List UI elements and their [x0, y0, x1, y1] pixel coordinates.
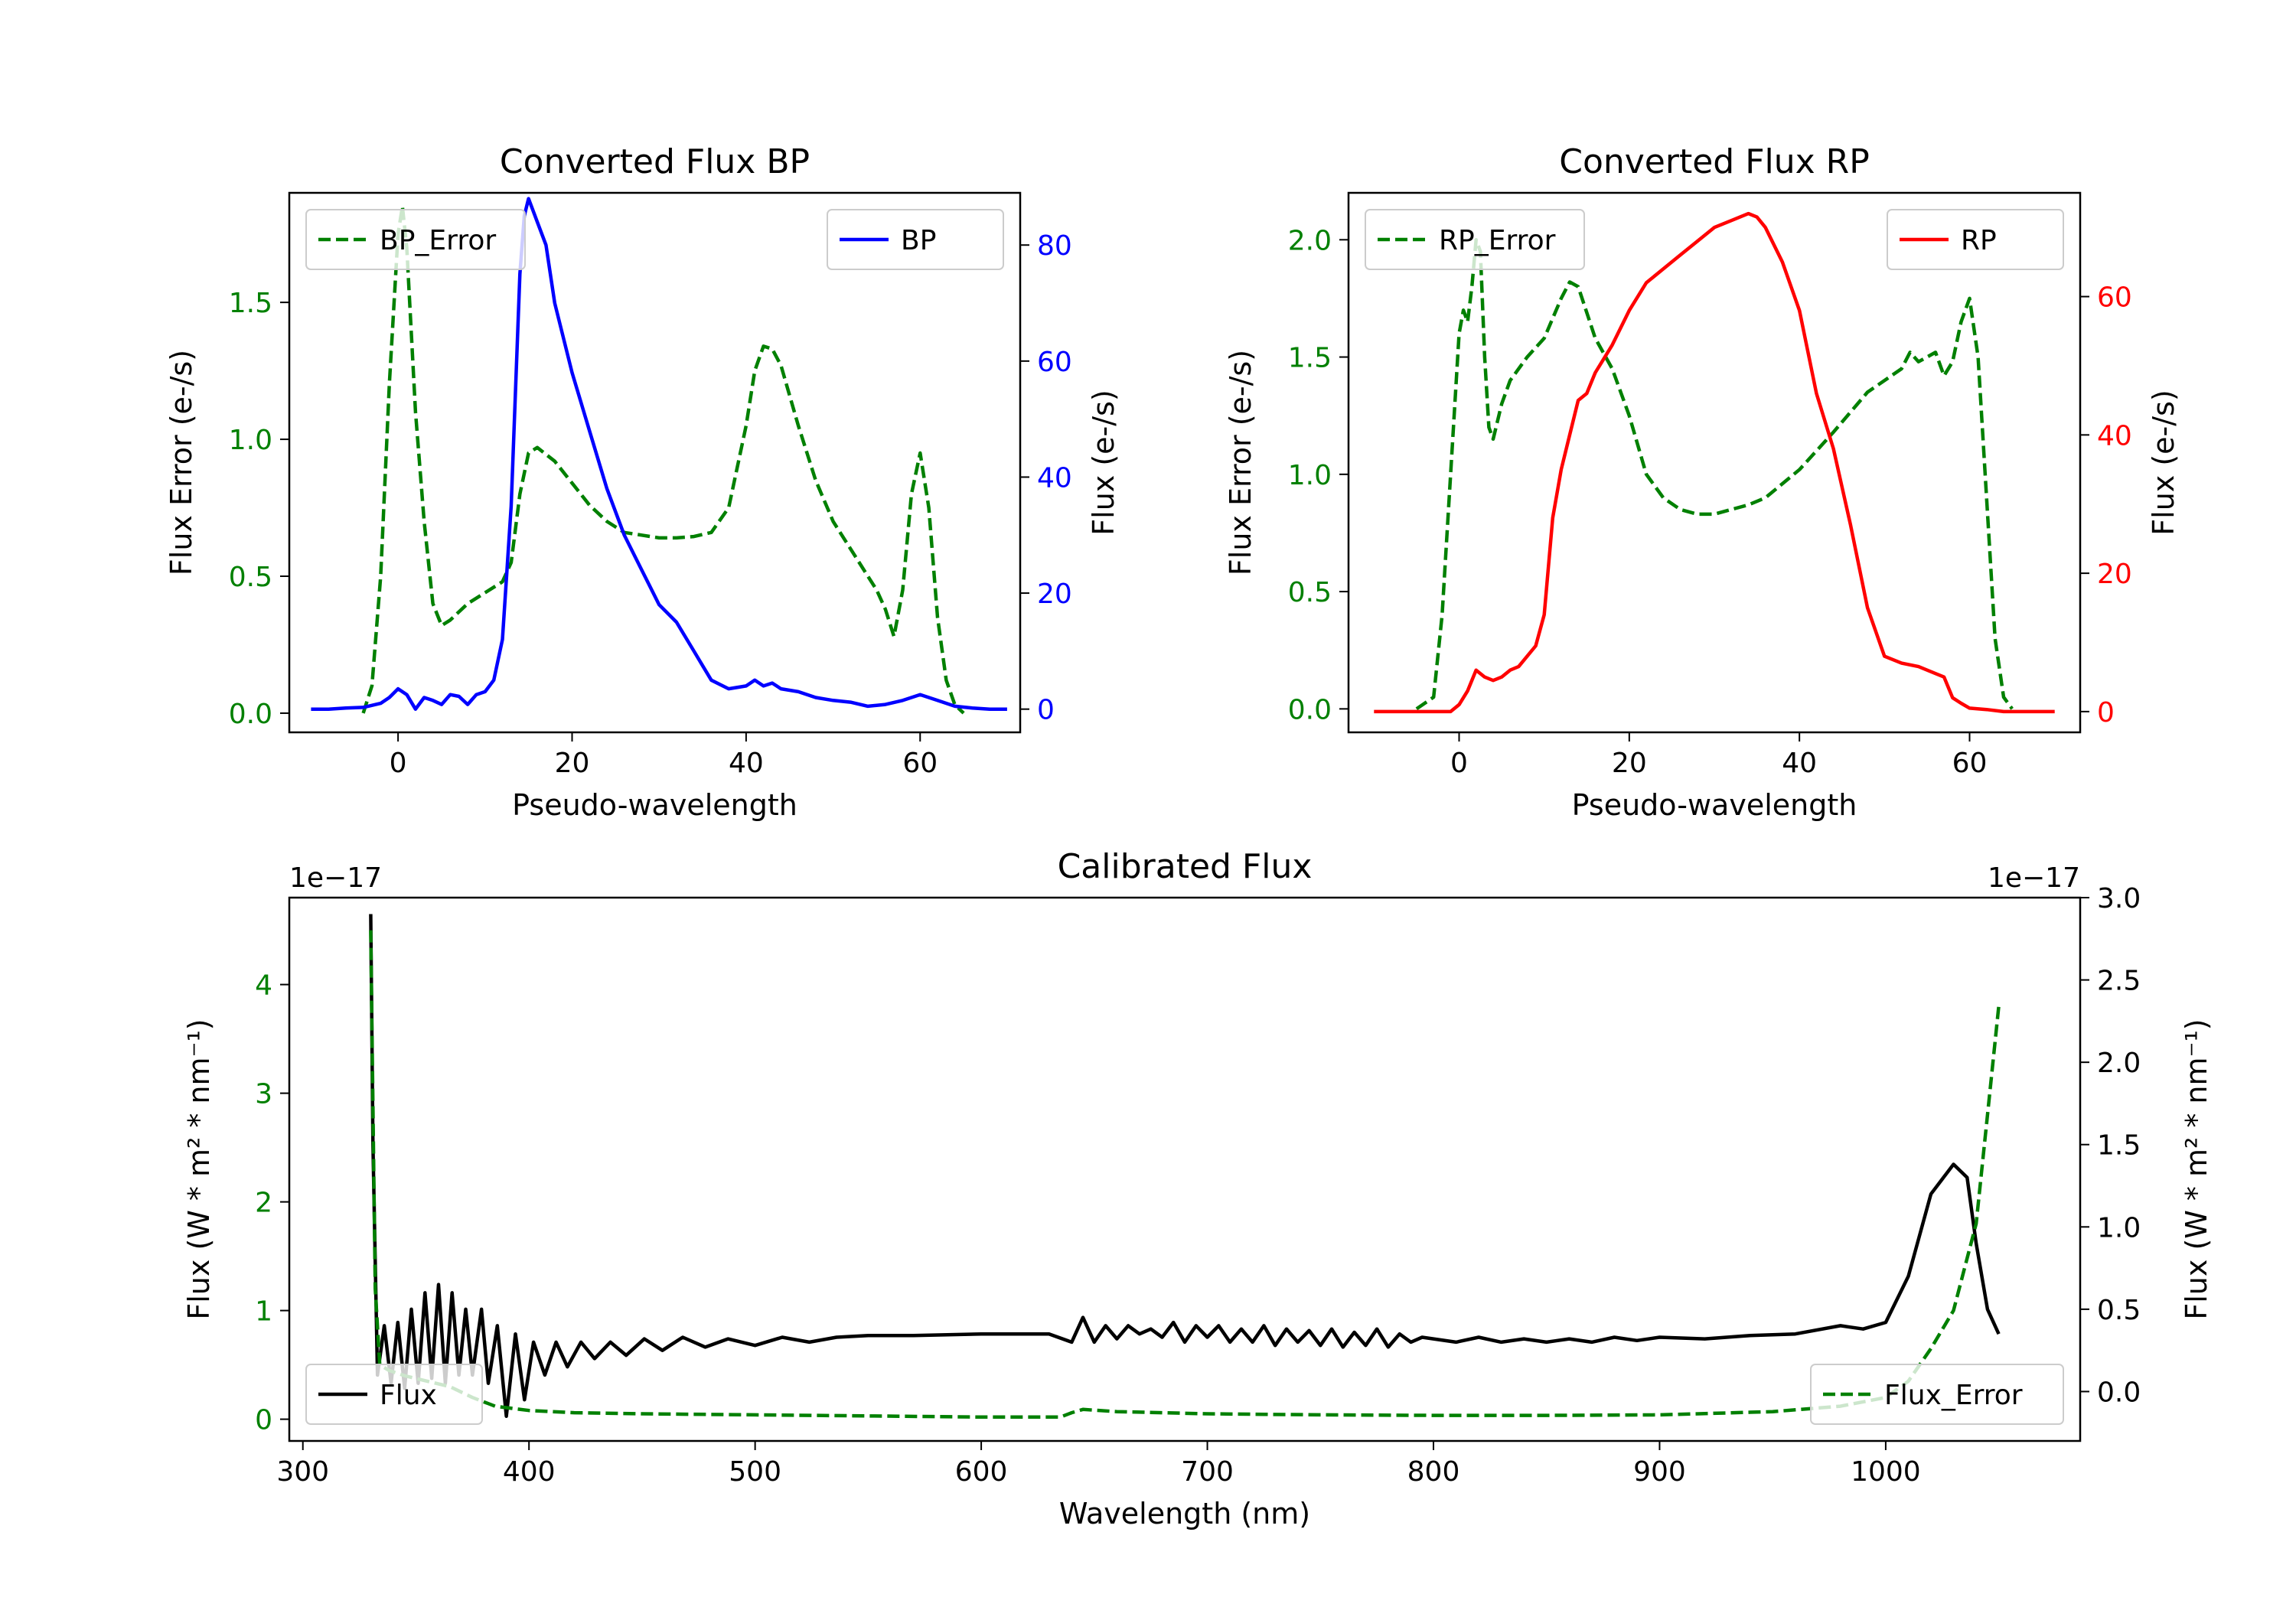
legend-box	[1887, 209, 2064, 270]
y-right-tick-label: 40	[1037, 462, 1072, 494]
legend-label: RP	[1961, 225, 1997, 256]
y-right-tick-label: 20	[1037, 579, 1072, 610]
y-right-tick-label: 0	[2097, 697, 2115, 729]
x-tick-label: 900	[1633, 1456, 1686, 1488]
x-tick-label: 300	[276, 1456, 329, 1488]
y-left-tick-label: 4	[255, 970, 272, 1002]
series-line-rp	[1374, 211, 2055, 714]
y-right-tick-label: 1.0	[2097, 1212, 2141, 1244]
y-left-tick-label: 0.5	[229, 562, 272, 593]
legend-label: Flux_Error	[1884, 1380, 2023, 1411]
chart-title: Converted Flux BP	[500, 142, 810, 181]
legend-label: RP_Error	[1439, 225, 1556, 256]
legend-box	[305, 1364, 483, 1425]
y-right-tick-label: 40	[2097, 420, 2132, 451]
legend-box	[305, 209, 526, 270]
series-line-flux	[369, 914, 2001, 1418]
x-tick-label: 1000	[1851, 1456, 1921, 1488]
x-tick-label: 0	[1450, 748, 1468, 779]
x-tick-label: 800	[1407, 1456, 1460, 1488]
x-tick-label: 500	[729, 1456, 781, 1488]
y-left-axis-label: Flux Error (e-/s)	[165, 350, 198, 575]
x-tick-label: 400	[503, 1456, 556, 1488]
y-right-tick-label: 80	[1037, 230, 1072, 262]
legend-box	[1810, 1364, 2064, 1425]
y-right-tick-label: 60	[2097, 282, 2132, 314]
legend-label: Flux	[380, 1380, 437, 1411]
y-right-tick-label: 2.0	[2097, 1048, 2141, 1079]
legend-flux: Flux	[305, 1364, 483, 1425]
y-right-tick-label: 3.0	[2097, 883, 2141, 914]
x-tick-label: 0	[390, 748, 407, 779]
y-left-tick-label: 1.5	[1288, 343, 1332, 374]
y-left-axis-label: Flux Error (e-/s)	[1224, 350, 1257, 575]
chart-calibrated: 300 400 500 600 700 800 900 1000 0 1 2 3 4 0.0 0.5 1.0 1…	[182, 847, 2213, 1530]
y-right-tick-label: 60	[1037, 347, 1072, 378]
y-left-tick-label: 3	[255, 1079, 272, 1110]
legend-box	[827, 209, 1004, 270]
y-left-tick-label: 1.5	[229, 288, 272, 319]
offset-right-label: 1e−17	[1988, 862, 2080, 894]
plot-frame	[1347, 191, 2082, 734]
y-right-tick-label: 0	[1037, 695, 1055, 726]
legend-label: BP_Error	[380, 225, 496, 256]
x-tick-label: 40	[1782, 748, 1817, 779]
y-left-tick-label: 0	[255, 1405, 272, 1436]
legend-bp: BP	[827, 209, 1004, 270]
y-left-tick-label: 1.0	[1288, 460, 1332, 491]
y-left-tick-label: 2	[255, 1188, 272, 1219]
y-left-tick-label: 0.5	[1288, 577, 1332, 608]
y-left-tick-label: 0.0	[229, 699, 272, 730]
legend-rp-error: RP_Error	[1365, 209, 1585, 270]
y-right-tick-label: 0.5	[2097, 1295, 2141, 1326]
chart-title: Calibrated Flux	[1058, 847, 1313, 886]
x-axis-label: Pseudo-wavelength	[512, 788, 797, 822]
x-tick-label: 600	[955, 1456, 1008, 1488]
plot-frame	[288, 191, 1022, 734]
chart-bp: 0 20 40 60 0.0 0.5 1.0 1.5 0 20 40 60 80 Converted Fl…	[165, 142, 1120, 822]
series-line-bp_error	[361, 204, 965, 715]
series-line-bp	[311, 197, 1007, 711]
legend-flux-error: Flux_Error	[1810, 1364, 2064, 1425]
y-left-tick-label: 1.0	[229, 425, 272, 456]
plot-frame	[288, 896, 2082, 1442]
x-axis-label: Pseudo-wavelength	[1572, 788, 1857, 822]
y-left-axis-label: Flux (W * m² * nm⁻¹)	[182, 1019, 216, 1319]
y-right-tick-label: 2.5	[2097, 966, 2141, 997]
chart-rp: 0 20 40 60 0.0 0.5 1.0 1.5 2.0 0 20 40 60 Converted F…	[1224, 142, 2180, 822]
x-tick-label: 60	[1952, 748, 1988, 779]
y-right-tick-label: 0.0	[2097, 1377, 2141, 1408]
x-axis-label: Wavelength (nm)	[1059, 1497, 1310, 1530]
offset-left-label: 1e−17	[289, 862, 382, 894]
y-right-axis-label: Flux (e-/s)	[2147, 390, 2180, 535]
legend-box	[1365, 209, 1585, 270]
legend-bp-error: BP_Error	[305, 209, 526, 270]
y-right-tick-label: 20	[2097, 559, 2132, 590]
y-right-axis-label: Flux (W * m² * nm⁻¹)	[2180, 1019, 2213, 1319]
x-tick-label: 20	[1612, 748, 1647, 779]
x-tick-label: 20	[555, 748, 590, 779]
legend-label: BP	[901, 225, 936, 256]
x-tick-label: 40	[729, 748, 764, 779]
legend-rp: RP	[1887, 209, 2064, 270]
x-tick-label: 700	[1181, 1456, 1234, 1488]
y-left-tick-label: 2.0	[1288, 225, 1332, 256]
x-tick-label: 60	[902, 748, 938, 779]
series-line-rp_error	[1415, 238, 2014, 711]
y-left-tick-label: 1	[255, 1296, 272, 1328]
y-left-tick-label: 0.0	[1288, 694, 1332, 725]
chart-title: Converted Flux RP	[1559, 142, 1870, 181]
y-right-axis-label: Flux (e-/s)	[1087, 390, 1120, 535]
y-right-tick-label: 1.5	[2097, 1130, 2141, 1162]
